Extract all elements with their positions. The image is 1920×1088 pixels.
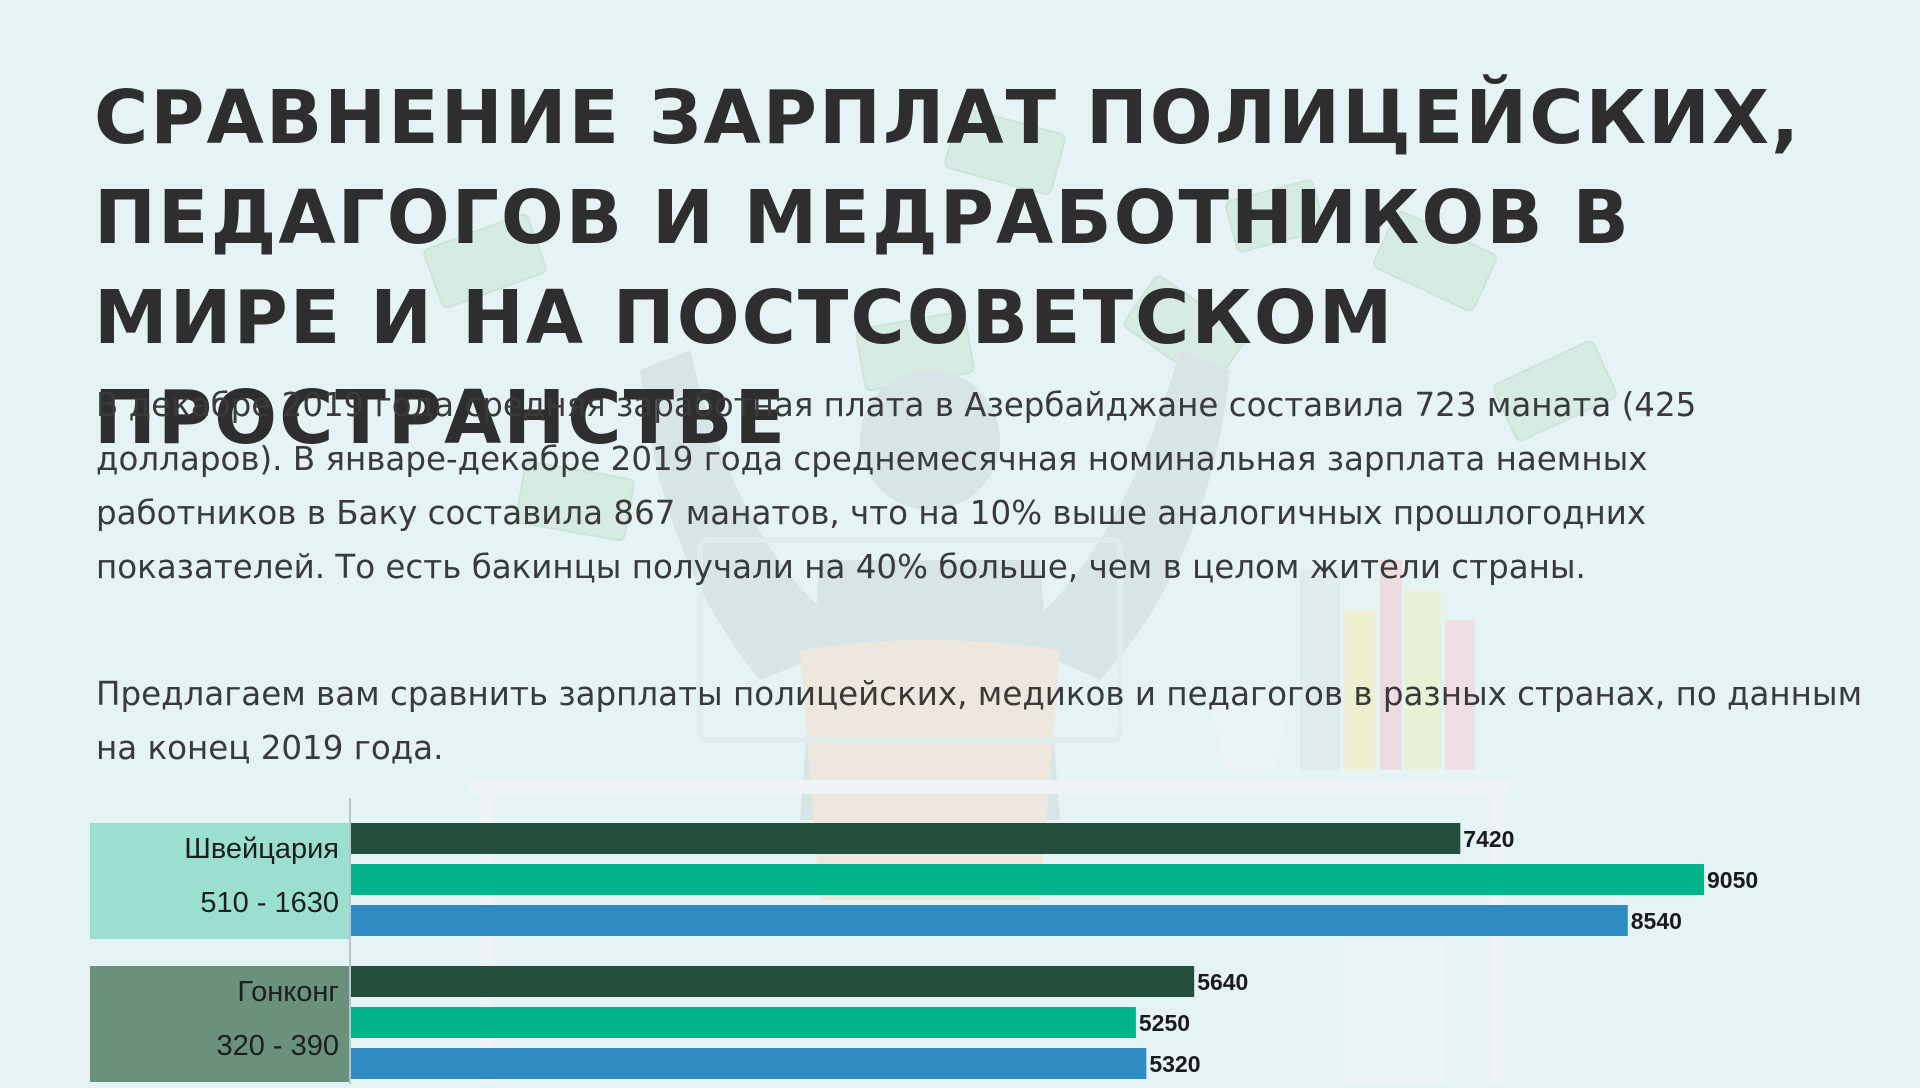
bar-value-label-1-1: 5250: [1139, 1010, 1190, 1036]
page-title: Сравнение зарплат полицейских, педагогов…: [94, 75, 1802, 461]
bar-value-label-0-0: 7420: [1463, 826, 1514, 852]
bar-0-2: [351, 905, 1628, 936]
compare-paragraph: Предлагаем вам сравнить зарплаты полицей…: [96, 675, 1863, 767]
bar-value-label-1-0: 5640: [1197, 969, 1248, 995]
chart-canvas: 7420 9050 8540 5640 5250 5320: [349, 798, 1758, 1084]
country-label-box-1: Гонконг 320 - 390: [90, 966, 349, 1082]
bar-1-1: [351, 1007, 1136, 1038]
bar-value-label-0-2: 8540: [1631, 908, 1682, 934]
bar-1-0: [351, 966, 1195, 997]
country-name-0: Швейцария: [184, 833, 339, 865]
country-range-1: 320 - 390: [216, 1030, 339, 1062]
country-label-box-0: Швейцария 510 - 1630: [90, 823, 349, 939]
salary-bar-chart: 7420 9050 8540 5640 5250 5320: [0, 790, 1920, 1084]
bar-value-label-1-2: 5320: [1149, 1051, 1200, 1077]
intro-paragraph: В декабре 2019 года средняя заработная п…: [96, 386, 1697, 586]
bar-1-2: [351, 1048, 1147, 1079]
bar-0-0: [351, 823, 1461, 854]
country-name-1: Гонконг: [237, 976, 339, 1008]
bar-value-label-0-1: 9050: [1707, 867, 1758, 893]
bar-0-1: [351, 864, 1704, 895]
country-range-0: 510 - 1630: [200, 887, 339, 919]
